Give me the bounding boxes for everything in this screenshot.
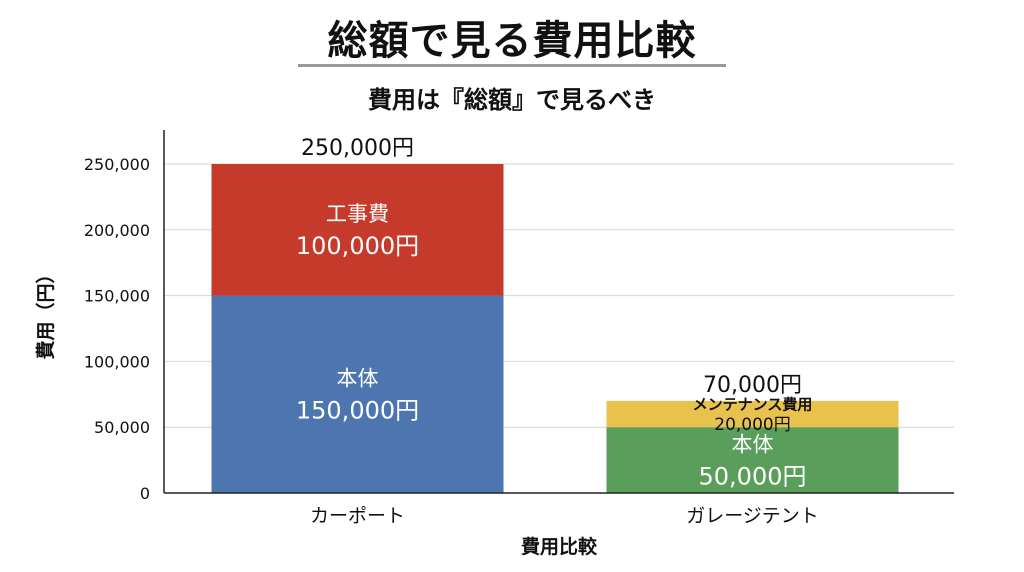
axes bbox=[163, 130, 954, 494]
bar-group: 本体 150,000円 工事費 100,000円 250,000円 bbox=[211, 136, 504, 493]
segment-value-label: 20,000円 bbox=[714, 415, 790, 435]
x-tick-label: カーポート bbox=[310, 505, 405, 527]
segment-value-label: 150,000円 bbox=[296, 397, 419, 425]
bar-segment bbox=[606, 400, 899, 428]
segment-value-label: 50,000円 bbox=[699, 463, 807, 491]
bar-group: 本体 50,000円 メンテナンス費用 20,000円 70,000円 bbox=[606, 373, 899, 493]
y-tick-labels: 0 50,000 100,000 150,000 200,000 250,000 bbox=[84, 155, 150, 503]
y-tick-label: 100,000 bbox=[84, 352, 150, 371]
y-tick-label: 50,000 bbox=[94, 418, 150, 437]
y-tick-label: 0 bbox=[140, 484, 150, 503]
y-tick-label: 250,000 bbox=[84, 155, 150, 174]
y-tick-label: 200,000 bbox=[84, 221, 150, 240]
x-axis-label: 費用比較 bbox=[521, 535, 598, 558]
bar-segment bbox=[211, 295, 504, 493]
bars: 本体150,000円工事費100,000円250,000円本体50,000円メン… bbox=[211, 136, 899, 493]
segment-name-label: 本体 bbox=[732, 432, 774, 456]
title-underline bbox=[298, 64, 726, 67]
segment-name-label: メンテナンス費用 bbox=[693, 395, 813, 413]
bar-total-label: 250,000円 bbox=[301, 136, 414, 161]
y-axis-label: 費用（円） bbox=[34, 264, 57, 359]
segment-name-label: 本体 bbox=[337, 367, 379, 391]
chart-title: 総額で見る費用比較 bbox=[327, 18, 697, 64]
segment-name-label: 工事費 bbox=[326, 202, 389, 226]
x-tick-labels: カーポート ガレージテント bbox=[310, 505, 819, 527]
bar-segment bbox=[606, 427, 899, 493]
y-tick-label: 150,000 bbox=[84, 287, 150, 306]
segment-value-label: 100,000円 bbox=[296, 232, 419, 260]
chart-subtitle: 費用は『総額』で見るべき bbox=[368, 86, 656, 114]
x-tick-label: ガレージテント bbox=[686, 505, 819, 527]
bar-segment bbox=[211, 164, 504, 296]
bar-total-label: 70,000円 bbox=[703, 373, 802, 398]
